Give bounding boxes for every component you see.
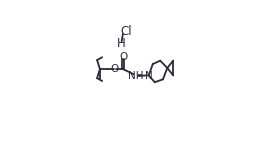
- Text: O: O: [119, 52, 127, 62]
- Text: O: O: [111, 64, 119, 74]
- Text: NH: NH: [128, 71, 143, 81]
- Text: H: H: [117, 37, 126, 50]
- Text: N: N: [145, 71, 153, 81]
- Text: Cl: Cl: [120, 25, 132, 38]
